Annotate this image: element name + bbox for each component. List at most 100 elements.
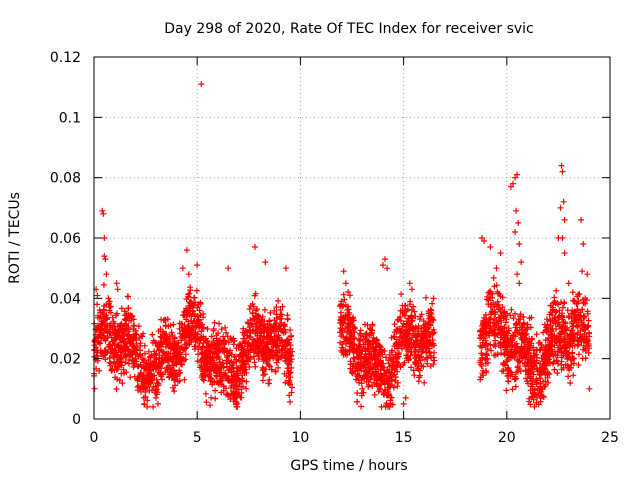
data-point xyxy=(141,350,148,357)
data-point xyxy=(249,345,256,352)
data-point xyxy=(287,342,294,349)
data-point xyxy=(398,333,405,340)
data-point xyxy=(222,324,229,331)
data-point xyxy=(261,306,268,313)
data-point xyxy=(427,363,434,370)
data-point xyxy=(357,327,364,334)
y-tick-label: 0.06 xyxy=(50,231,81,247)
data-point xyxy=(232,393,239,400)
data-point xyxy=(264,360,271,367)
data-point xyxy=(379,351,386,358)
data-point xyxy=(111,332,118,339)
data-point xyxy=(101,326,108,332)
data-point xyxy=(285,354,292,361)
data-point xyxy=(393,341,400,348)
data-point xyxy=(162,369,169,376)
data-point xyxy=(416,372,423,379)
data-point xyxy=(561,250,568,257)
data-point xyxy=(363,378,370,385)
data-point xyxy=(537,375,544,382)
data-point xyxy=(267,309,274,316)
data-point xyxy=(531,391,538,398)
data-point xyxy=(373,380,380,387)
data-point xyxy=(112,374,119,381)
data-point xyxy=(554,370,561,376)
data-point xyxy=(355,377,362,384)
data-point xyxy=(482,342,489,349)
data-point xyxy=(577,327,584,334)
data-point xyxy=(571,298,578,305)
data-point xyxy=(192,299,198,306)
data-point xyxy=(562,330,568,337)
data-point xyxy=(354,398,361,405)
data-point xyxy=(103,316,110,323)
data-point xyxy=(430,329,436,336)
data-point xyxy=(423,294,429,301)
data-point xyxy=(371,361,378,368)
data-point xyxy=(340,319,347,325)
data-point xyxy=(207,363,214,370)
data-point xyxy=(397,363,404,370)
data-point xyxy=(394,358,400,365)
data-point xyxy=(224,363,230,370)
data-point xyxy=(567,380,574,386)
data-point xyxy=(568,319,575,325)
y-tick-label: 0.02 xyxy=(50,352,81,368)
data-point xyxy=(249,309,256,316)
data-point xyxy=(151,372,158,379)
data-point xyxy=(420,331,427,337)
data-point xyxy=(133,340,140,347)
data-point xyxy=(557,204,564,211)
data-point xyxy=(182,307,189,314)
data-point xyxy=(385,380,392,387)
data-point xyxy=(425,345,431,352)
data-point xyxy=(283,265,289,272)
data-point xyxy=(150,403,157,410)
data-point xyxy=(398,291,405,298)
data-point xyxy=(554,300,561,306)
data-point xyxy=(206,353,213,360)
data-point xyxy=(170,355,177,362)
data-point xyxy=(346,334,353,341)
data-point xyxy=(195,313,201,320)
data-point xyxy=(521,360,528,367)
data-point xyxy=(264,321,271,328)
data-point xyxy=(268,349,275,356)
data-point xyxy=(553,337,560,344)
data-point xyxy=(549,325,556,332)
data-point xyxy=(388,394,395,401)
data-point xyxy=(240,365,247,372)
data-point xyxy=(515,219,522,226)
data-point xyxy=(281,321,288,328)
data-point xyxy=(250,327,257,334)
data-point xyxy=(146,369,153,376)
data-point xyxy=(162,322,169,329)
data-point xyxy=(540,329,547,336)
data-point xyxy=(572,309,579,316)
data-point xyxy=(240,383,246,390)
data-point xyxy=(207,357,214,364)
data-point xyxy=(177,330,183,337)
data-point xyxy=(212,395,219,402)
data-points xyxy=(91,81,593,410)
data-point xyxy=(342,325,349,332)
data-point xyxy=(208,394,215,401)
data-point xyxy=(118,356,124,363)
data-point xyxy=(535,401,542,408)
data-point xyxy=(411,344,418,351)
data-point xyxy=(100,281,107,288)
data-point xyxy=(403,352,410,359)
data-point xyxy=(104,348,111,355)
data-point xyxy=(181,337,188,343)
data-point xyxy=(410,303,417,310)
data-point xyxy=(250,336,256,343)
data-point xyxy=(386,363,393,370)
data-point xyxy=(378,403,385,410)
data-point xyxy=(392,374,399,381)
data-point xyxy=(212,387,219,394)
data-point xyxy=(136,373,142,380)
data-point xyxy=(574,323,581,330)
data-point xyxy=(265,332,272,339)
data-point xyxy=(377,376,383,383)
data-point xyxy=(527,374,534,381)
